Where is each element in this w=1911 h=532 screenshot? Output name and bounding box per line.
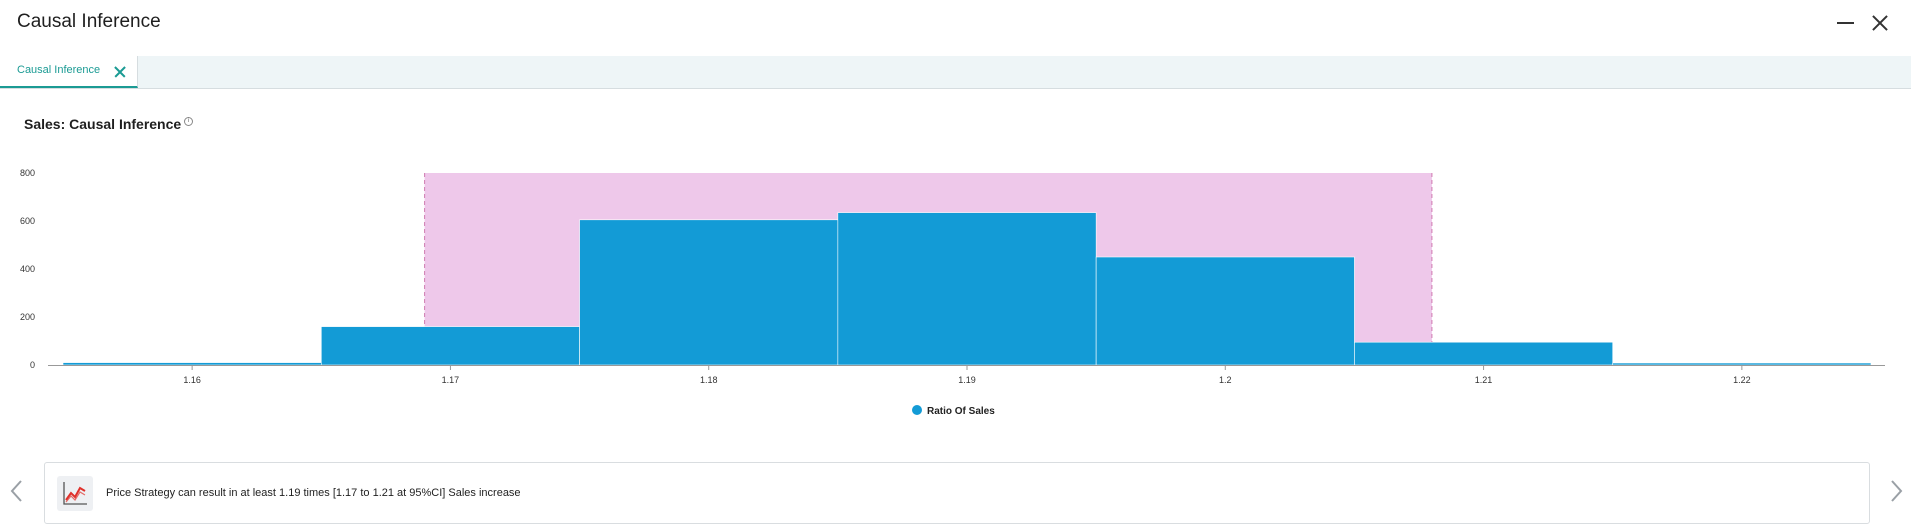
tab-label: Causal Inference [17,64,101,76]
title-bar: Causal Inference [0,0,1911,56]
tab-strip: Causal Inference [0,56,1911,89]
line-chart-icon [57,476,93,511]
x-tick-label: 1.21 [1475,375,1493,385]
y-tick-label: 0 [30,360,35,370]
legend-marker [912,405,922,415]
info-icon[interactable]: i [184,117,193,126]
close-icon[interactable] [1869,12,1891,34]
y-tick-label: 600 [20,216,35,226]
y-tick-label: 800 [20,168,35,178]
x-tick-label: 1.19 [958,375,976,385]
tab-causal-inference[interactable]: Causal Inference [0,56,138,88]
next-insight-chevron-icon[interactable] [1887,478,1905,504]
legend-label: Ratio Of Sales [927,406,995,417]
insight-text: Price Strategy can result in at least 1.… [106,487,521,499]
histogram-chart: 0 200 400 600 800 1.16 1.17 1.18 1.19 1.2 1.21 1.22… [20,168,1885,417]
histogram-bar-4 [1095,256,1355,366]
section-title: Sales: Causal Inference [24,116,182,132]
x-tick-label: 1.17 [442,375,460,385]
x-tick-label: 1.22 [1733,375,1751,385]
histogram-bar-2 [579,219,839,366]
histogram-bar-6 [1612,362,1872,366]
minimize-icon[interactable] [1835,12,1857,34]
histogram-bar-0 [62,362,322,366]
x-tick-label: 1.18 [700,375,718,385]
histogram-bar-1 [320,326,580,366]
window-title: Causal Inference [17,11,161,32]
y-tick-label: 200 [20,312,35,322]
histogram-bar-3 [837,212,1097,366]
x-tick-label: 1.2 [1219,375,1232,385]
y-tick-label: 400 [20,264,35,274]
previous-insight-chevron-icon[interactable] [8,478,26,504]
insight-card[interactable]: Price Strategy can result in at least 1.… [44,462,1870,524]
histogram-bar-5 [1354,341,1614,366]
x-tick-label: 1.16 [183,375,201,385]
tab-close-icon[interactable] [114,66,126,78]
